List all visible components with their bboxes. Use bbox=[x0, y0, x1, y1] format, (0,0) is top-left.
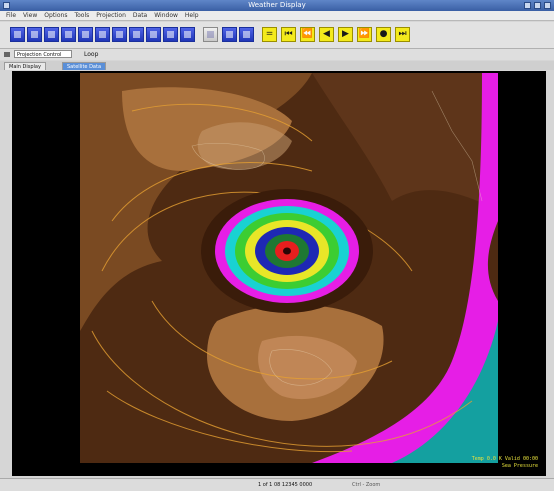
map-canvas[interactable] bbox=[12, 71, 546, 476]
projection-combo[interactable]: Projection Control bbox=[14, 50, 72, 58]
settings-icon[interactable] bbox=[180, 27, 195, 42]
status-bar: 1 of 1 08 12345 0000 Ctrl - Zoom bbox=[0, 478, 554, 491]
frame-counter: 1 of 1 08 12345 0000 bbox=[258, 482, 313, 488]
step-forward-icon[interactable]: ⏩ bbox=[357, 27, 372, 42]
land-highlight-north bbox=[197, 122, 292, 170]
menu-data[interactable]: Data bbox=[132, 12, 148, 19]
first-frame-icon[interactable]: ⏮ bbox=[281, 27, 296, 42]
map-icon[interactable] bbox=[129, 27, 144, 42]
menu-projection[interactable]: Projection bbox=[96, 12, 126, 19]
grid-icon[interactable] bbox=[112, 27, 127, 42]
toolbar: = ⏮ ⏪ ◀ ▶ ⏩ ● ⏭ bbox=[0, 22, 554, 49]
zoom-out-icon[interactable] bbox=[44, 27, 59, 42]
menu-file[interactable]: File bbox=[6, 12, 17, 19]
last-frame-icon[interactable]: ⏭ bbox=[395, 27, 410, 42]
maximize-icon[interactable] bbox=[534, 2, 541, 9]
readout-line-1: Temp 0.0 K Valid 00:00 bbox=[471, 456, 538, 462]
loop-icon[interactable]: = bbox=[262, 27, 277, 42]
readout-line-2: Sea Pressure bbox=[501, 463, 538, 469]
clone-icon[interactable] bbox=[203, 27, 218, 42]
title-bar: Weather Display bbox=[0, 0, 554, 11]
coastlines bbox=[191, 90, 483, 386]
status-hint: Ctrl - Zoom bbox=[352, 482, 381, 488]
layers-icon[interactable] bbox=[78, 27, 93, 42]
window-menu-icon[interactable] bbox=[3, 2, 10, 9]
play-reverse-icon[interactable]: ◀ bbox=[319, 27, 334, 42]
options-row: Projection Control Loop bbox=[0, 49, 554, 60]
save-icon[interactable] bbox=[163, 27, 178, 42]
palette-icon[interactable] bbox=[239, 27, 254, 42]
image-icon[interactable] bbox=[95, 27, 110, 42]
tab-row: Main Display Satellite Data bbox=[0, 61, 554, 70]
pin-icon[interactable] bbox=[4, 52, 10, 57]
land-highlight-south bbox=[258, 335, 357, 400]
tab-satellite-data[interactable]: Satellite Data bbox=[62, 62, 107, 70]
ocean-teal-region bbox=[392, 321, 498, 463]
menu-window[interactable]: Window bbox=[154, 12, 178, 19]
menu-bar: File View Options Tools Projection Data … bbox=[0, 11, 554, 21]
play-icon[interactable]: ▶ bbox=[338, 27, 353, 42]
cyclone-eye bbox=[283, 247, 291, 255]
menu-tools[interactable]: Tools bbox=[74, 12, 90, 19]
zoom-in-icon[interactable] bbox=[27, 27, 42, 42]
cyclone-rings bbox=[201, 189, 373, 313]
minimize-icon[interactable] bbox=[524, 2, 531, 9]
refresh-icon[interactable] bbox=[222, 27, 237, 42]
data-readout: Temp 0.0 K Valid 00:00 Sea Pressure bbox=[472, 456, 538, 470]
map-display[interactable]: Temp 0.0 K Valid 00:00 Sea Pressure bbox=[12, 71, 546, 476]
stop-icon[interactable]: ● bbox=[376, 27, 391, 42]
menu-options[interactable]: Options bbox=[44, 12, 68, 19]
window-title: Weather Display bbox=[248, 1, 306, 9]
menu-help[interactable]: Help bbox=[184, 12, 199, 19]
pan-icon[interactable] bbox=[61, 27, 76, 42]
print-icon[interactable] bbox=[146, 27, 161, 42]
loop-checkbox-label[interactable]: Loop bbox=[84, 51, 99, 58]
menu-view[interactable]: View bbox=[23, 12, 38, 19]
ocean-magenta-band bbox=[312, 73, 498, 463]
globe-icon[interactable] bbox=[10, 27, 25, 42]
step-back-icon[interactable]: ⏪ bbox=[300, 27, 315, 42]
close-icon[interactable] bbox=[544, 2, 551, 9]
land-region-northeast bbox=[312, 73, 498, 211]
tab-main-display[interactable]: Main Display bbox=[4, 62, 46, 70]
